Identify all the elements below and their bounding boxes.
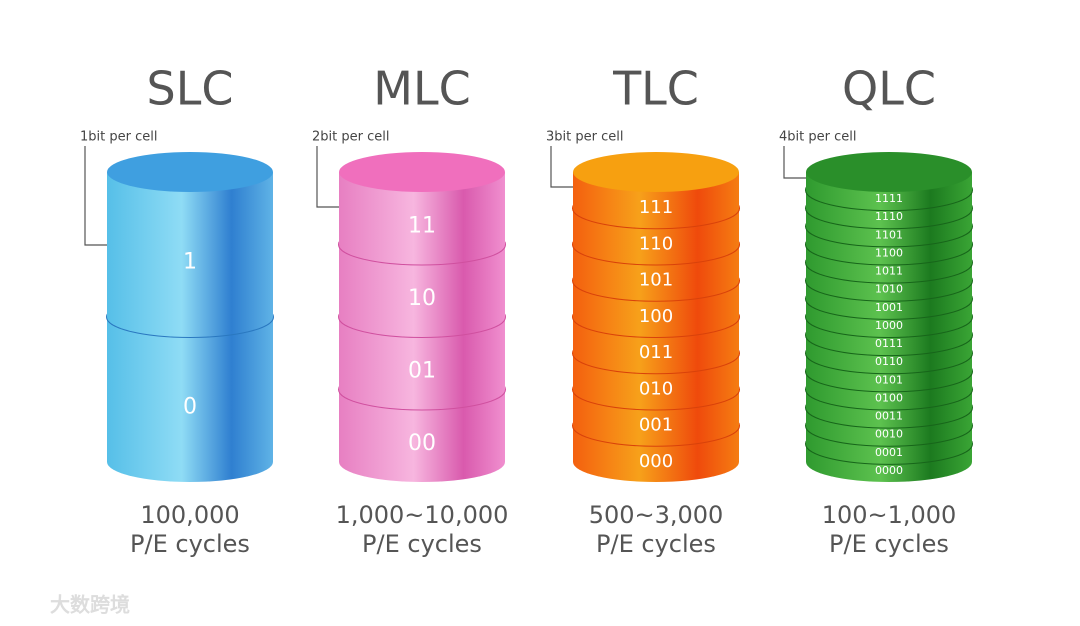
column-title: QLC — [842, 62, 936, 116]
level-label: 1111 — [875, 192, 903, 205]
cell-body — [107, 317, 273, 462]
callout-line — [783, 146, 806, 179]
level-label: 001 — [639, 415, 673, 436]
level-label: 0 — [183, 395, 197, 420]
level-label: 000 — [639, 451, 673, 472]
level-label: 11 — [408, 213, 436, 238]
level-label: 0100 — [875, 391, 903, 404]
column-title: TLC — [612, 62, 699, 116]
level-label: 00 — [408, 431, 436, 456]
column-title: SLC — [147, 62, 234, 116]
cycles-label: P/E cycles — [829, 530, 949, 558]
level-label: 10 — [408, 286, 436, 311]
endurance: 500~3,000 — [589, 501, 724, 529]
cell-top — [339, 152, 505, 192]
bits-per-cell: 3bit per cell — [546, 130, 623, 145]
level-label: 0110 — [875, 355, 903, 368]
level-label: 0000 — [875, 464, 903, 477]
endurance: 100,000 — [140, 501, 239, 529]
level-label: 1000 — [875, 319, 903, 332]
level-label: 1001 — [875, 301, 903, 314]
level-label: 0101 — [875, 373, 903, 386]
cell-top — [107, 152, 273, 192]
cell-top — [573, 152, 739, 192]
level-label: 1 — [183, 250, 197, 275]
bits-per-cell: 1bit per cell — [80, 130, 157, 145]
level-label: 111 — [639, 197, 673, 218]
level-label: 101 — [639, 270, 673, 291]
level-label: 0001 — [875, 446, 903, 459]
cell-body — [107, 172, 273, 317]
level-label: 0011 — [875, 410, 903, 423]
callout-line — [550, 146, 573, 188]
endurance: 100~1,000 — [822, 501, 957, 529]
level-label: 0111 — [875, 337, 903, 350]
cell-top — [806, 152, 972, 192]
level-label: 1011 — [875, 265, 903, 278]
level-label: 100 — [639, 306, 673, 327]
column-title: MLC — [373, 62, 470, 116]
bits-per-cell: 4bit per cell — [779, 130, 856, 145]
watermark: 大数跨境 — [50, 593, 130, 617]
callout-line — [84, 146, 107, 246]
callout-line — [316, 146, 339, 208]
level-label: 1110 — [875, 210, 903, 223]
level-label: 1010 — [875, 283, 903, 296]
level-label: 010 — [639, 378, 673, 399]
level-label: 0010 — [875, 428, 903, 441]
level-label: 1101 — [875, 228, 903, 241]
level-label: 110 — [639, 233, 673, 254]
level-label: 011 — [639, 342, 673, 363]
cycles-label: P/E cycles — [362, 530, 482, 558]
cycles-label: P/E cycles — [596, 530, 716, 558]
level-label: 01 — [408, 358, 436, 383]
level-label: 1100 — [875, 246, 903, 259]
endurance: 1,000~10,000 — [336, 501, 509, 529]
cycles-label: P/E cycles — [130, 530, 250, 558]
bits-per-cell: 2bit per cell — [312, 130, 389, 145]
